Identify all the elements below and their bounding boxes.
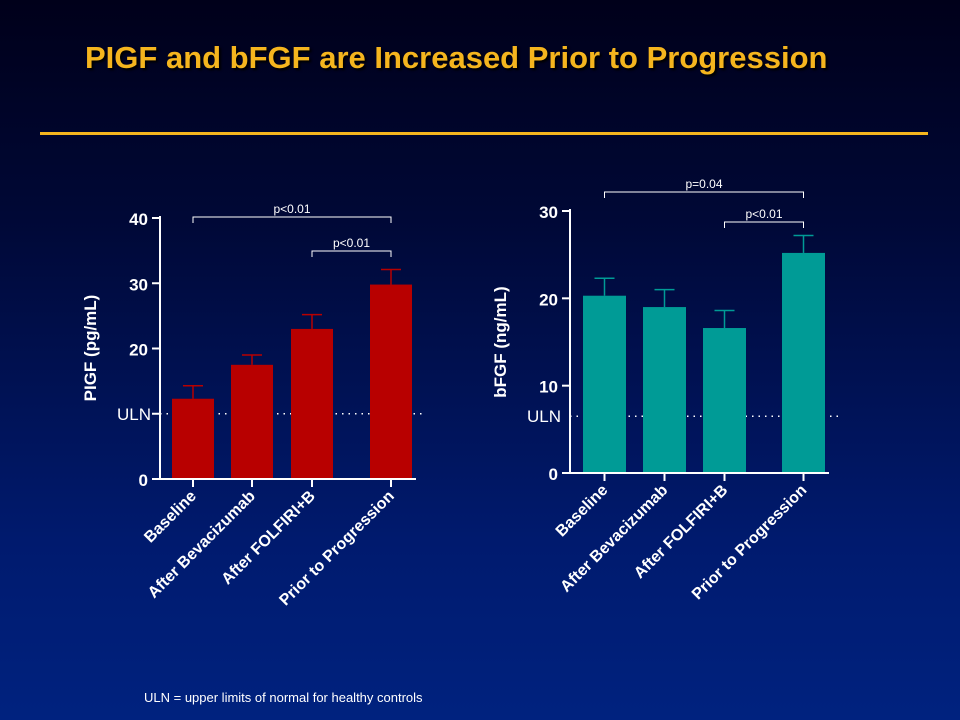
- bar-4: [782, 252, 825, 473]
- p-value-label: p<0.01: [333, 236, 370, 250]
- bar-1: [583, 295, 626, 473]
- slide-title: PIGF and bFGF are Increased Prior to Pro…: [85, 40, 828, 75]
- y-tick-label: 30: [129, 275, 148, 294]
- bar-1: [172, 398, 214, 479]
- uln-label: ULN: [117, 405, 151, 424]
- y-axis-title: bFGF (ng/mL): [491, 286, 510, 397]
- p-value-label: p<0.01: [273, 202, 310, 216]
- title-divider: [40, 132, 928, 135]
- y-axis-title: PIGF (pg/mL): [81, 295, 100, 402]
- y-tick-label: 20: [539, 290, 558, 309]
- uln-label: ULN: [527, 407, 561, 426]
- bar-4: [370, 284, 412, 479]
- bar-2: [231, 364, 273, 479]
- y-tick-label: 40: [129, 210, 148, 229]
- x-category-label: Baseline: [553, 482, 612, 541]
- bar-2: [643, 307, 686, 473]
- footnote: ULN = upper limits of normal for healthy…: [144, 690, 423, 705]
- p-value-label: p=0.04: [685, 177, 722, 191]
- y-tick-label: 20: [129, 341, 148, 360]
- bar-3: [703, 328, 746, 473]
- x-category-label: Baseline: [141, 488, 200, 547]
- y-tick-label: 30: [539, 203, 558, 222]
- bar-3: [291, 328, 333, 479]
- significance-bracket: [604, 191, 804, 198]
- y-tick-label: 10: [539, 378, 558, 397]
- y-tick-label: 0: [139, 471, 148, 490]
- p-value-label: p<0.01: [745, 207, 782, 221]
- y-tick-label: 0: [549, 465, 558, 484]
- x-category-label: After Bevacizumab: [557, 482, 671, 596]
- significance-bracket: [724, 221, 804, 228]
- significance-bracket: [311, 250, 392, 257]
- x-category-label: After Bevacizumab: [145, 488, 259, 602]
- significance-bracket: [192, 216, 392, 223]
